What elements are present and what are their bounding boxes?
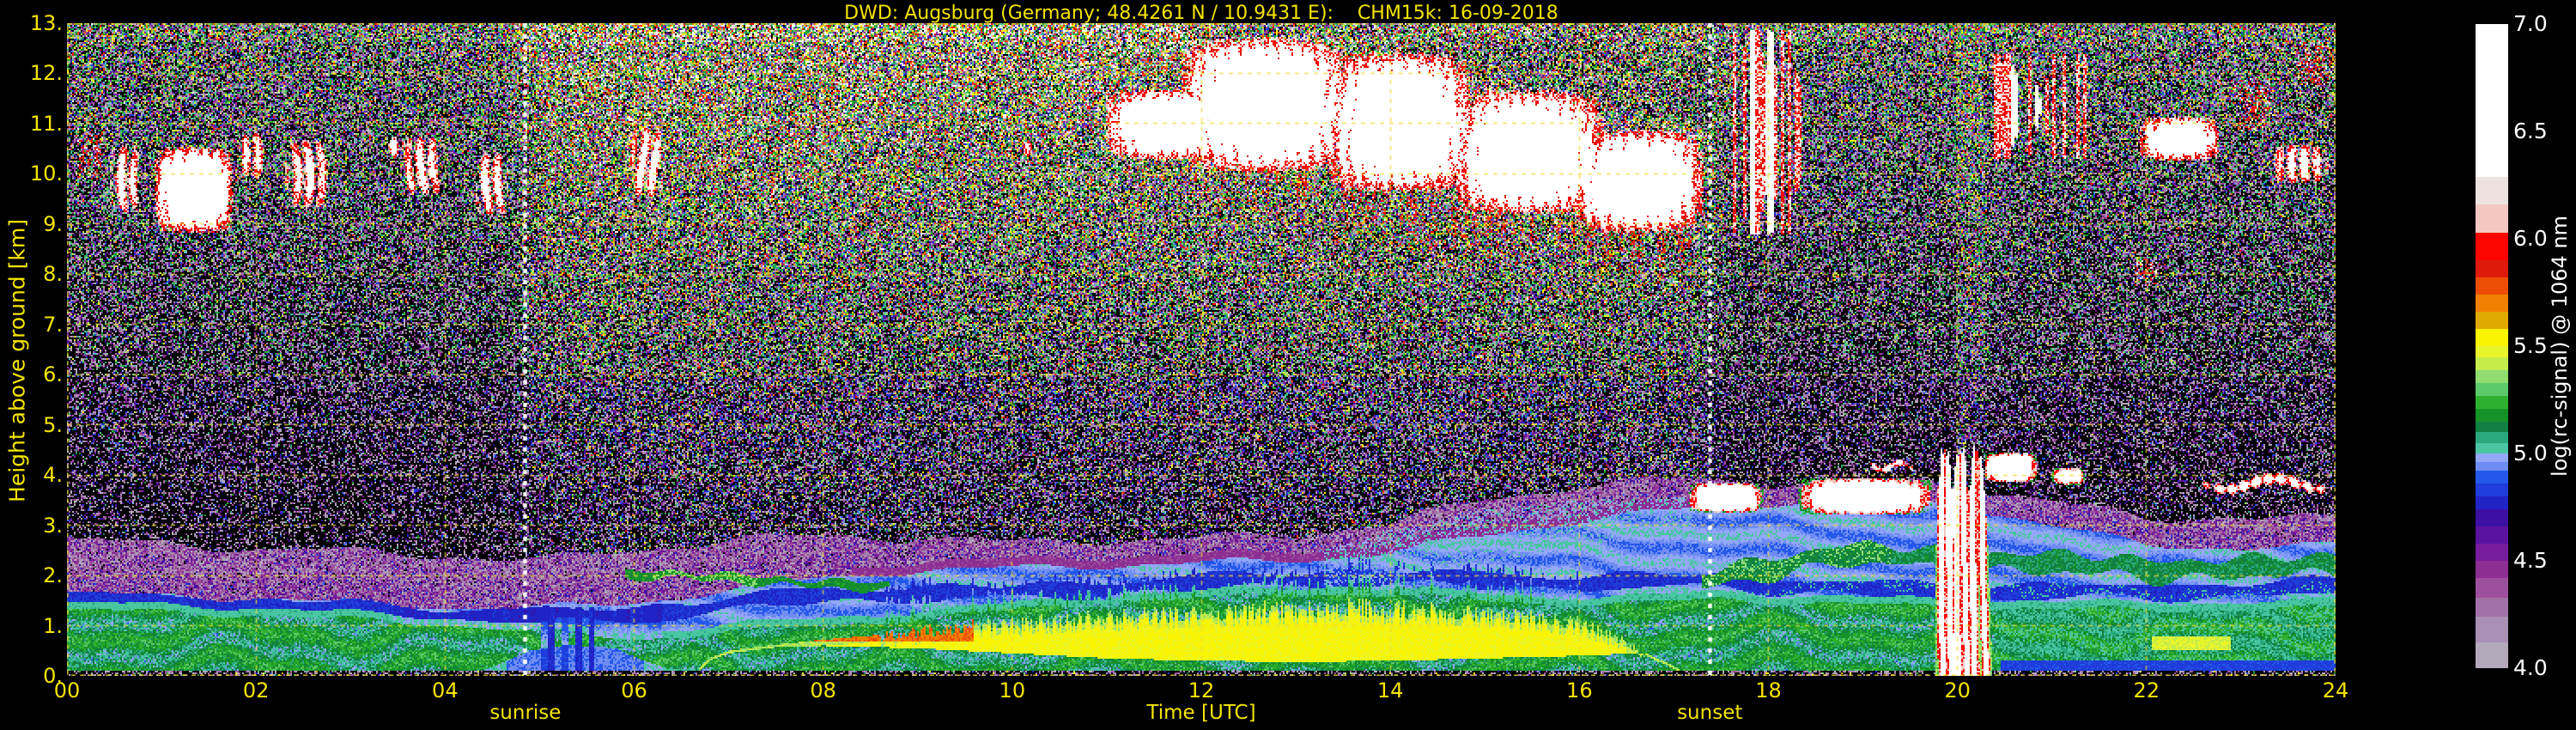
colorbar-segment <box>2476 260 2508 277</box>
colorbar-segment <box>2476 356 2508 370</box>
colorbar-tick-label: 4.0 <box>2513 655 2548 680</box>
page-title: DWD: Augsburg (Germany; 48.4261 N / 10.9… <box>844 3 1558 24</box>
y-tick-label: 13. <box>29 11 63 35</box>
colorbar-segment <box>2476 544 2508 561</box>
x-tick-label: 02 <box>242 678 270 703</box>
colorbar-segment <box>2476 462 2508 471</box>
colorbar-segment <box>2476 496 2508 509</box>
colorbar-segment <box>2476 471 2508 484</box>
x-tick-label: 20 <box>1944 678 1971 703</box>
y-tick-label: 2. <box>43 563 63 588</box>
colorbar-segment <box>2476 509 2508 526</box>
colorbar-tick-label: 5.5 <box>2513 333 2548 358</box>
colorbar-segment <box>2476 395 2508 409</box>
colorbar-tick-label: 5.0 <box>2513 441 2548 465</box>
x-tick-label: 16 <box>1566 678 1593 703</box>
y-tick-label: 11. <box>29 111 63 136</box>
colorbar-segment <box>2476 561 2508 578</box>
x-tick-label: 14 <box>1376 678 1404 703</box>
y-tick-label: 7. <box>43 312 63 337</box>
y-tick-label: 0. <box>43 664 63 688</box>
x-tick-label: 10 <box>999 678 1026 703</box>
colorbar-segment <box>2476 526 2508 544</box>
colorbar-segment <box>2476 232 2508 260</box>
x-tick-label: 08 <box>810 678 836 703</box>
y-tick-label: 3. <box>43 513 63 538</box>
colorbar-segment <box>2476 578 2508 598</box>
y-tick-label: 5. <box>43 412 63 437</box>
y-tick-label: 1. <box>43 613 63 638</box>
y-tick-label: 4. <box>43 463 63 488</box>
y-tick-label: 10. <box>29 161 63 186</box>
colorbar-segment <box>2476 408 2508 422</box>
x-tick-label: 22 <box>2133 678 2160 703</box>
colorbar-segment <box>2476 597 2508 617</box>
colorbar-tick-label: 6.5 <box>2513 119 2548 143</box>
colorbar-segment <box>2476 277 2508 295</box>
colorbar-tick-label: 4.5 <box>2513 548 2548 573</box>
colorbar-segment <box>2476 295 2508 312</box>
colorbar-segment <box>2476 204 2508 233</box>
colorbar-tick-label: 7.0 <box>2513 11 2548 36</box>
x-tick-label: 18 <box>1755 678 1782 703</box>
colorbar-segment <box>2476 346 2508 357</box>
x-tick-label: 24 <box>2322 678 2349 703</box>
y-tick-label: 6. <box>43 362 63 387</box>
x-tick-label: 12 <box>1188 678 1215 703</box>
colorbar-segment <box>2476 453 2508 462</box>
colorbar-segment <box>2476 329 2508 346</box>
colorbar-segment <box>2476 432 2508 443</box>
colorbar-segment <box>2476 24 2508 177</box>
colorbar-segment <box>2476 421 2508 432</box>
x-tick-label: 04 <box>432 678 459 703</box>
y-tick-label: 9. <box>43 211 63 236</box>
colorbar-segment <box>2476 442 2508 453</box>
grid-overlay-canvas <box>67 23 2336 676</box>
x-tick-label: 00 <box>53 678 81 703</box>
colorbar-segment <box>2476 369 2508 383</box>
y-tick-label: 12. <box>29 61 63 86</box>
colorbar-tick-label: 6.0 <box>2513 226 2548 251</box>
y-tick-label: 8. <box>43 262 63 287</box>
colorbar-segment <box>2476 642 2508 668</box>
colorbar-segment <box>2476 617 2508 642</box>
colorbar-segment <box>2476 382 2508 396</box>
x-axis-label: Time [UTC] <box>1146 702 1256 724</box>
colorbar-segment <box>2476 176 2508 204</box>
colorbar-segment <box>2476 484 2508 496</box>
x-tick-label: 06 <box>621 678 647 703</box>
sunrise-label: sunrise <box>489 702 562 724</box>
sunset-label: sunset <box>1677 702 1743 724</box>
colorbar-segment <box>2476 312 2508 329</box>
